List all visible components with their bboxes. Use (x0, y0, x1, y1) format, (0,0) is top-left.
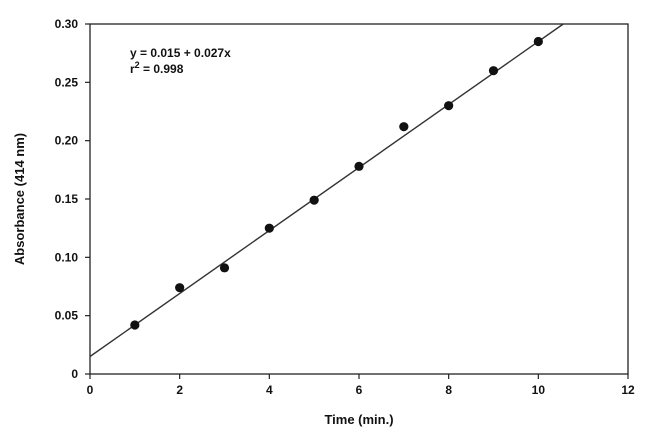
regression-line (89, 23, 564, 358)
y-tick-label: 0.25 (55, 75, 79, 89)
plot-frame (89, 23, 629, 375)
x-tick-label: 2 (176, 383, 183, 397)
x-axis: 0 2 4 6 8 10 12 (87, 374, 635, 397)
data-point (444, 101, 454, 111)
y-tick-label: 0.05 (55, 309, 79, 323)
y-axis-title: Absorbance (414 nm) (12, 133, 27, 265)
x-tick-label: 10 (532, 383, 546, 397)
y-tick-label: 0.20 (55, 134, 79, 148)
plot-border (89, 23, 629, 375)
r-squared-superscript: 2 (135, 60, 140, 70)
data-point (175, 283, 185, 293)
y-tick-label: 0.30 (55, 17, 79, 31)
y-tick-label: 0.15 (55, 192, 79, 206)
x-tick-label: 8 (445, 383, 452, 397)
x-tick-label: 4 (266, 383, 273, 397)
data-point (354, 161, 364, 171)
data-point (488, 66, 499, 76)
r-squared-value: = 0.998 (140, 62, 184, 76)
r-squared-prefix: r (130, 62, 135, 76)
x-tick-label: 6 (356, 383, 363, 397)
data-point (264, 223, 274, 233)
data-point (130, 320, 140, 330)
data-points (130, 36, 543, 330)
fit-line-layer (89, 23, 564, 358)
y-tick-label: 0 (71, 367, 78, 381)
x-tick-label: 0 (87, 383, 94, 397)
regression-equation: y = 0.015 + 0.027x (130, 46, 231, 60)
r-squared-label: r2 = 0.998 (130, 60, 184, 76)
data-point (309, 195, 319, 205)
data-point (219, 263, 230, 273)
x-tick-label: 12 (621, 383, 635, 397)
data-point (399, 122, 409, 132)
y-tick-label: 0.10 (55, 250, 79, 264)
x-axis-title: Time (min.) (324, 412, 393, 427)
y-axis: 0 0.05 0.10 0.15 0.20 0.25 0.30 (55, 17, 90, 381)
data-point (533, 36, 543, 47)
